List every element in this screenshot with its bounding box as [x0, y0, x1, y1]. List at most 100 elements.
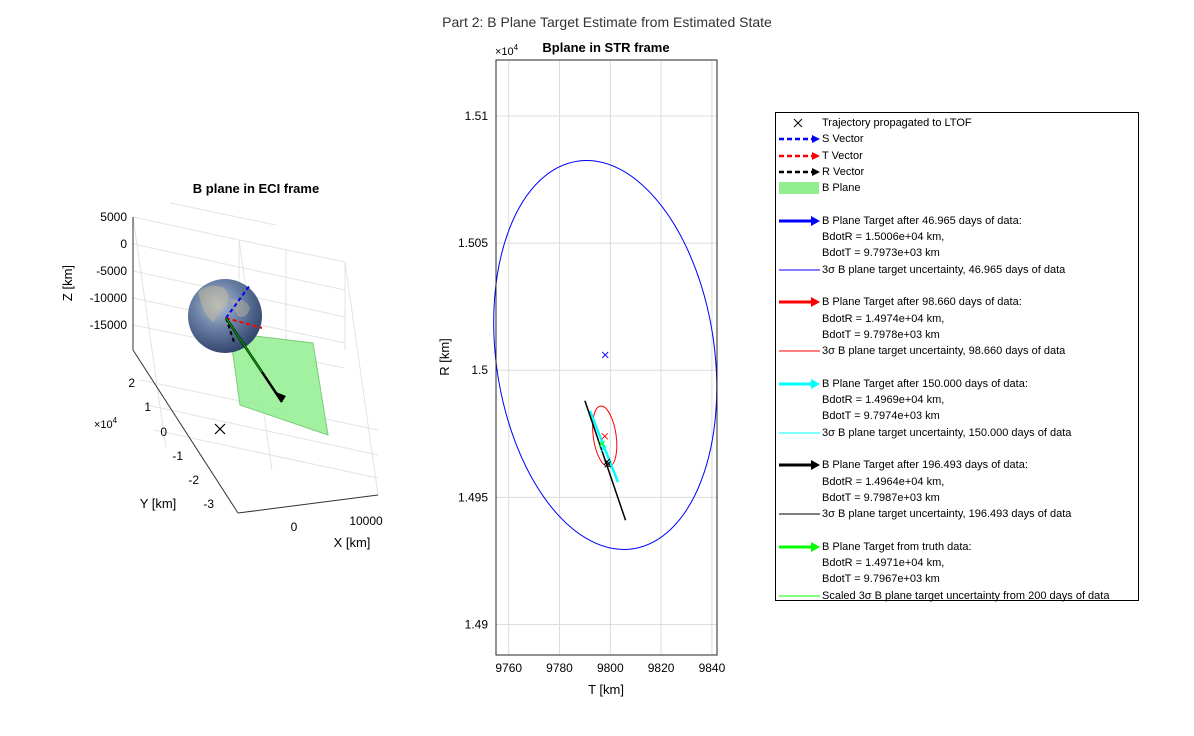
figure-title: Part 2: B Plane Target Estimate from Est… — [442, 14, 772, 30]
legend-text: T Vector — [822, 149, 863, 162]
str-y-exponent: ×104 — [495, 43, 519, 58]
legend-symbol — [779, 460, 820, 471]
str-y-tick-label: 1.49 — [465, 617, 489, 631]
legend-symbol — [779, 595, 820, 597]
str-target-marker — [603, 458, 611, 466]
legend-text: B Plane — [822, 182, 861, 195]
eci-trajectory-marker — [214, 423, 226, 435]
legend-text: BdotR = 1.4971e+04 km, — [822, 557, 945, 570]
str-target-marker — [600, 445, 608, 453]
eci-earth-land — [230, 299, 250, 317]
str-plot-title: Bplane in STR frame — [542, 40, 669, 55]
str-target-marker — [601, 351, 609, 359]
legend-symbol — [793, 118, 803, 128]
eci-y-tick: -3 — [203, 497, 214, 511]
str-x-tick-label: 9780 — [546, 661, 573, 675]
eci-r-vector — [225, 317, 235, 343]
str-y-tick-label: 1.51 — [465, 109, 489, 123]
str-marker-stroke — [598, 440, 606, 448]
legend-symbol — [779, 269, 820, 271]
legend-symbol — [779, 541, 820, 552]
legend-text: BdotR = 1.5006e+04 km, — [822, 231, 945, 244]
eci-t-vector — [225, 317, 263, 329]
legend-text: Scaled 3σ B plane target uncertainty fro… — [822, 589, 1110, 602]
eci-x-tick: 10000 — [349, 514, 383, 528]
str-marker-stroke — [601, 351, 609, 359]
legend-text: BdotT = 9.7978e+03 km — [822, 328, 940, 341]
eci-y-tick: 0 — [160, 425, 167, 439]
legend-text: 3σ B plane target uncertainty, 196.493 d… — [822, 508, 1072, 521]
legend-symbol — [779, 167, 820, 176]
legend-text: B Plane Target after 98.660 days of data… — [822, 296, 1022, 309]
str-marker-stroke — [603, 458, 611, 466]
legend-symbol — [779, 432, 820, 434]
str-uncertainty-ellipse — [493, 159, 718, 550]
legend-text: BdotR = 1.4964e+04 km, — [822, 475, 945, 488]
legend-text: BdotR = 1.4974e+04 km, — [822, 312, 945, 325]
eci-x-ticks: 0 10000 — [291, 514, 383, 534]
legend-symbol — [779, 513, 820, 515]
eci-btruth-vector — [225, 317, 263, 373]
legend-text: BdotT = 9.7973e+03 km — [822, 247, 940, 260]
str-x-tick-label: 9840 — [699, 661, 726, 675]
legend-text: BdotR = 1.4969e+04 km, — [822, 394, 945, 407]
str-y-tick-label: 1.5 — [471, 363, 488, 377]
str-marker-stroke — [604, 460, 612, 468]
eci-y-tick: 2 — [128, 376, 135, 390]
eci-x-label: X [km] — [334, 535, 371, 550]
legend-symbol — [779, 378, 820, 389]
eci-z-tick: -15000 — [90, 318, 128, 332]
legend-text: B Plane Target from truth data: — [822, 540, 972, 553]
str-uncertainty-ellipse — [592, 405, 618, 468]
legend-symbol — [779, 350, 820, 352]
legend-text: BdotT = 9.7987e+03 km — [822, 491, 940, 504]
str-marker-stroke — [601, 432, 609, 440]
eci-axes — [132, 217, 379, 514]
eci-z-tick: 5000 — [100, 210, 127, 224]
eci-earth-land — [198, 285, 229, 322]
legend-symbol — [779, 297, 820, 308]
str-y-tick-label: 1.505 — [458, 236, 488, 250]
eci-y-label: Y [km] — [140, 496, 177, 511]
str-y-label: R [km] — [437, 338, 452, 376]
legend-symbol — [779, 215, 820, 226]
eci-z-tick: -10000 — [90, 291, 128, 305]
legend-text: R Vector — [822, 165, 865, 178]
eci-x-tick: 0 — [291, 520, 298, 534]
eci-y-tick: 1 — [144, 400, 151, 414]
legend: Trajectory propagated to LTOF S Vector T V… — [775, 112, 1139, 602]
str-marker-stroke — [600, 445, 608, 453]
legend-text: B Plane Target after 46.965 days of data… — [822, 214, 1022, 227]
eci-y-exponent: ×104 — [94, 416, 118, 431]
str-marks — [493, 159, 718, 550]
legend-symbol — [779, 151, 820, 160]
str-plot-frame — [495, 59, 718, 656]
legend-text: Trajectory propagated to LTOF — [822, 117, 972, 129]
eci-plot-title: B plane in ECI frame — [193, 181, 319, 196]
str-grid — [496, 60, 717, 655]
str-x-tick-label: 9820 — [648, 661, 675, 675]
eci-z-label: Z [km] — [60, 265, 75, 301]
str-ticks: 9760 9780 9800 9820 9840 1.49 1.495 1.5 1.505 1.5… — [458, 109, 726, 675]
legend-symbol — [779, 182, 819, 195]
legend-text: S Vector — [822, 133, 864, 146]
eci-z-tick: 0 — [120, 237, 127, 251]
legend-text: 3σ B plane target uncertainty, 150.000 d… — [822, 426, 1072, 439]
legend-text: B Plane Target after 196.493 days of dat… — [822, 459, 1028, 472]
legend-text: BdotT = 9.7974e+03 km — [822, 410, 940, 423]
legend-text: 3σ B plane target uncertainty, 98.660 da… — [822, 345, 1066, 358]
str-target-marker — [601, 432, 609, 440]
str-target-marker — [598, 440, 606, 448]
eci-btarget-arrowhead — [276, 392, 286, 402]
eci-z-tick: -5000 — [96, 264, 127, 278]
legend-text: B Plane Target after 150.000 days of dat… — [822, 377, 1028, 390]
str-x-label: T [km] — [588, 682, 624, 697]
legend-text: BdotT = 9.7967e+03 km — [822, 573, 940, 586]
eci-y-ticks: 2 1 0 -1 -2 -3 — [128, 376, 214, 511]
eci-plot: B plane in ECI frame — [60, 181, 383, 550]
str-x-tick-label: 9800 — [597, 661, 624, 675]
str-x-tick-label: 9760 — [495, 661, 522, 675]
eci-z-ticks: 5000 0 -5000 -10000 -15000 — [90, 210, 128, 332]
legend-symbol — [779, 135, 820, 144]
str-plot-area — [496, 60, 717, 655]
